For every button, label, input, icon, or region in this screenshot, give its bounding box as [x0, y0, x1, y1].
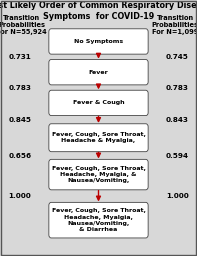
Text: 1.000: 1.000: [8, 193, 31, 199]
Text: Fever: Fever: [89, 70, 108, 75]
Text: 0.845: 0.845: [8, 117, 31, 123]
Text: 0.594: 0.594: [166, 153, 189, 158]
Text: 0.731: 0.731: [8, 54, 31, 60]
FancyBboxPatch shape: [49, 90, 148, 116]
Text: Fever, Cough, Sore Throat,
Headache & Myalgia,: Fever, Cough, Sore Throat, Headache & My…: [52, 132, 145, 143]
Text: Fever, Cough, Sore Throat,
Headache, Myalgia,
Nausea/Vomiting,
& Diarrhea: Fever, Cough, Sore Throat, Headache, Mya…: [52, 208, 145, 232]
Text: Fever & Cough: Fever & Cough: [73, 100, 124, 105]
FancyBboxPatch shape: [49, 60, 148, 85]
Text: 0.656: 0.656: [8, 153, 31, 158]
Text: 0.843: 0.843: [166, 117, 189, 123]
FancyBboxPatch shape: [49, 124, 148, 152]
FancyBboxPatch shape: [0, 17, 197, 33]
FancyBboxPatch shape: [49, 202, 148, 238]
Text: 1.000: 1.000: [166, 193, 189, 199]
Text: 0.783: 0.783: [8, 84, 31, 91]
Text: 0.745: 0.745: [166, 54, 189, 60]
Text: No Symptoms: No Symptoms: [74, 39, 123, 44]
Text: Transition
Probabilities
For N=1,099: Transition Probabilities For N=1,099: [152, 15, 197, 35]
FancyBboxPatch shape: [49, 159, 148, 190]
Text: Most Likely Order of Common Respiratory Disease
Symptoms  for COVID-19: Most Likely Order of Common Respiratory …: [0, 1, 197, 22]
Text: 0.783: 0.783: [166, 84, 189, 91]
FancyBboxPatch shape: [49, 29, 148, 54]
Text: Transition
Probabilities
For N=55,924: Transition Probabilities For N=55,924: [0, 15, 47, 35]
Text: Fever, Cough, Sore Throat,
Headache, Myalgia, &
Nausea/Vomiting,: Fever, Cough, Sore Throat, Headache, Mya…: [52, 166, 145, 183]
